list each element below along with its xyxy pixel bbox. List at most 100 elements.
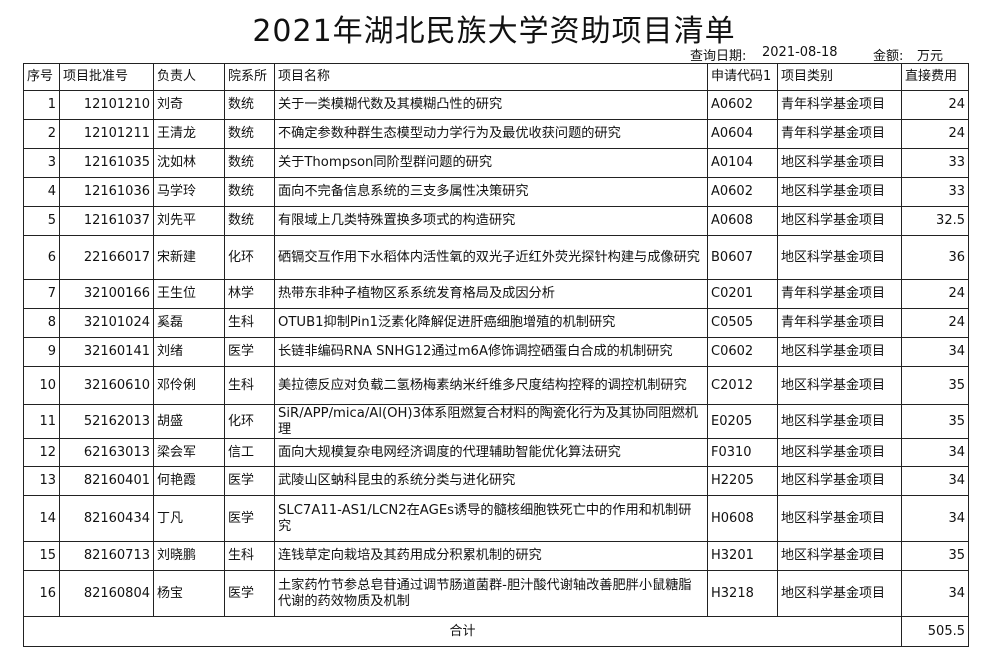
category-cell: 地区科学基金项目 [777, 404, 902, 439]
table-row: 2 12101211 王清龙 数统 不确定参数种群生态模型动力学行为及最优收获问题的研究… [23, 119, 969, 149]
table-row: 12 62163013 梁会军 信工 面向大规模复杂电网经济调度的代理辅助智能优化算法研… [23, 438, 969, 467]
index-cell: 3 [23, 148, 60, 178]
category-cell: 地区科学基金项目 [777, 148, 902, 178]
leader-cell: 奚磊 [153, 308, 225, 338]
department-cell: 数统 [224, 177, 275, 207]
project-name-cell: 关于Thompson同阶型群问题的研究 [274, 148, 708, 178]
total-label: 合计 [23, 616, 902, 647]
leader-cell: 马学玲 [153, 177, 225, 207]
table-row: 15 82160713 刘晓鹏 生科 连钱草定向栽培及其药用成分积累机制的研究 H3201… [23, 541, 969, 571]
index-cell: 12 [23, 438, 60, 467]
department-cell: 医学 [224, 495, 275, 542]
project-name-cell: 长链非编码RNA SNHG12通过m6A修饰调控硒蛋白合成的机制研究 [274, 337, 708, 367]
project-name-cell: 武陵山区蚋科昆虫的系统分类与进化研究 [274, 466, 708, 496]
leader-cell: 何艳霞 [153, 466, 225, 496]
department-cell: 数统 [224, 90, 275, 120]
table-row: 9 32160141 刘绪 医学 长链非编码RNA SNHG12通过m6A修饰调控硒蛋白… [23, 337, 969, 367]
approval-no-cell: 52162013 [59, 404, 154, 439]
cost-cell: 24 [901, 308, 969, 338]
approval-no-cell: 22166017 [59, 235, 154, 280]
table-row: 3 12161035 沈如林 数统 关于Thompson同阶型群问题的研究 A0104 地区… [23, 148, 969, 178]
header-leader: 负责人 [153, 63, 225, 91]
index-cell: 7 [23, 279, 60, 309]
code-cell: A0602 [707, 177, 778, 207]
department-cell: 信工 [224, 438, 275, 467]
project-name-cell: 有限域上几类特殊置换多项式的构造研究 [274, 206, 708, 236]
header-cost: 直接费用 [901, 63, 969, 91]
table-row: 6 22166017 宋新建 化环 硒镉交互作用下水稻体内活性氧的双光子近红外荧光探针构… [23, 235, 969, 280]
index-cell: 6 [23, 235, 60, 280]
category-cell: 地区科学基金项目 [777, 235, 902, 280]
category-cell: 地区科学基金项目 [777, 177, 902, 207]
department-cell: 数统 [224, 119, 275, 149]
project-name-cell: 硒镉交互作用下水稻体内活性氧的双光子近红外荧光探针构建与成像研究 [274, 235, 708, 280]
code-cell: A0604 [707, 119, 778, 149]
project-name-cell: 面向不完备信息系统的三支多属性决策研究 [274, 177, 708, 207]
table-row: 11 52162013 胡盛 化环 SiR/APP/mica/Al(OH)3体系阻燃复合… [23, 404, 969, 439]
leader-cell: 丁凡 [153, 495, 225, 542]
category-cell: 青年科学基金项目 [777, 279, 902, 309]
leader-cell: 胡盛 [153, 404, 225, 439]
department-cell: 医学 [224, 570, 275, 617]
index-cell: 5 [23, 206, 60, 236]
department-cell: 数统 [224, 148, 275, 178]
table-row: 8 32101024 奚磊 生科 OTUB1抑制Pin1泛素化降解促进肝癌细胞增殖的机制… [23, 308, 969, 338]
header-code: 申请代码1 [707, 63, 778, 91]
code-cell: H2205 [707, 466, 778, 496]
category-cell: 地区科学基金项目 [777, 206, 902, 236]
table-row: 5 12161037 刘先平 数统 有限域上几类特殊置换多项式的构造研究 A0608 地区科… [23, 206, 969, 236]
category-cell: 地区科学基金项目 [777, 495, 902, 542]
leader-cell: 刘晓鹏 [153, 541, 225, 571]
project-name-cell: 热带东非种子植物区系系统发育格局及成因分析 [274, 279, 708, 309]
header-department: 院系所 [224, 63, 275, 91]
approval-no-cell: 32101024 [59, 308, 154, 338]
approval-no-cell: 12161037 [59, 206, 154, 236]
index-cell: 1 [23, 90, 60, 120]
table-row: 7 32100166 王生位 林学 热带东非种子植物区系系统发育格局及成因分析 C0201… [23, 279, 969, 309]
department-cell: 数统 [224, 206, 275, 236]
query-date-label: 查询日期: [690, 49, 747, 64]
cost-cell: 34 [901, 495, 969, 542]
leader-cell: 刘奇 [153, 90, 225, 120]
category-cell: 青年科学基金项目 [777, 90, 902, 120]
category-cell: 青年科学基金项目 [777, 119, 902, 149]
department-cell: 生科 [224, 308, 275, 338]
cost-cell: 35 [901, 366, 969, 405]
header-project-name: 项目名称 [274, 63, 708, 91]
header-category: 项目类别 [777, 63, 902, 91]
approval-no-cell: 82160804 [59, 570, 154, 617]
project-name-cell: 关于一类模糊代数及其模糊凸性的研究 [274, 90, 708, 120]
code-cell: E0205 [707, 404, 778, 439]
approval-no-cell: 32160610 [59, 366, 154, 405]
approval-no-cell: 32100166 [59, 279, 154, 309]
table-row: 10 32160610 邓伶俐 生科 美拉德反应对负载二氢杨梅素纳米纤维多尺度结构控释的… [23, 366, 969, 405]
page-title: 2021年湖北民族大学资助项目清单 [252, 14, 736, 49]
index-cell: 2 [23, 119, 60, 149]
project-name-cell: SLC7A11-AS1/LCN2在AGEs诱导的髓核细胞铁死亡中的作用和机制研究 [274, 495, 708, 542]
code-cell: H3201 [707, 541, 778, 571]
code-cell: C2012 [707, 366, 778, 405]
approval-no-cell: 12161036 [59, 177, 154, 207]
leader-cell: 宋新建 [153, 235, 225, 280]
leader-cell: 沈如林 [153, 148, 225, 178]
code-cell: C0602 [707, 337, 778, 367]
category-cell: 地区科学基金项目 [777, 466, 902, 496]
amount-unit: 万元 [917, 49, 944, 64]
code-cell: A0602 [707, 90, 778, 120]
header-index: 序号 [23, 63, 60, 91]
cost-cell: 34 [901, 337, 969, 367]
code-cell: F0310 [707, 438, 778, 467]
code-cell: A0608 [707, 206, 778, 236]
table-row: 1 12101210 刘奇 数统 关于一类模糊代数及其模糊凸性的研究 A0602 青年科学基… [23, 90, 969, 120]
index-cell: 10 [23, 366, 60, 405]
leader-cell: 王清龙 [153, 119, 225, 149]
code-cell: H3218 [707, 570, 778, 617]
category-cell: 青年科学基金项目 [777, 308, 902, 338]
approval-no-cell: 12161035 [59, 148, 154, 178]
approval-no-cell: 12101211 [59, 119, 154, 149]
leader-cell: 刘先平 [153, 206, 225, 236]
code-cell: H0608 [707, 495, 778, 542]
index-cell: 4 [23, 177, 60, 207]
index-cell: 15 [23, 541, 60, 571]
project-name-cell: 面向大规模复杂电网经济调度的代理辅助智能优化算法研究 [274, 438, 708, 467]
